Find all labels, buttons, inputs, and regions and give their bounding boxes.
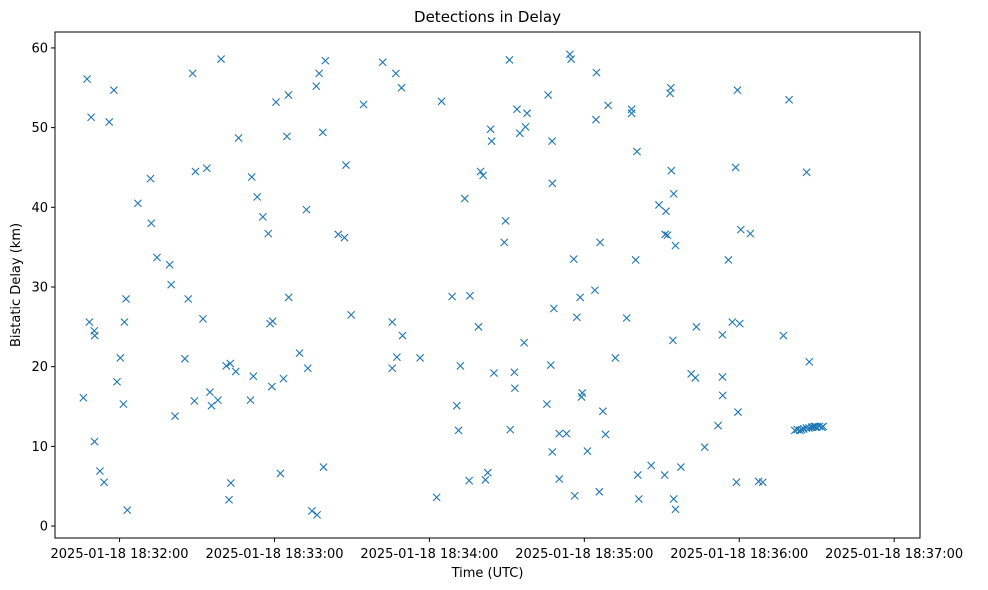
scatter-chart: Detections in Delay 2025-01-18 18:32:00 2… <box>0 0 988 590</box>
x-tick-label-2: 2025-01-18 18:34:00 <box>360 547 498 562</box>
figure-background <box>0 0 988 590</box>
y-axis-title: Bistatic Delay (km) <box>9 223 24 347</box>
y-tick-label-0: 0 <box>40 520 48 535</box>
x-tick-label-1: 2025-01-18 18:33:00 <box>205 547 343 562</box>
x-tick-label-0: 2025-01-18 18:32:00 <box>51 547 189 562</box>
x-tick-label-3: 2025-01-18 18:35:00 <box>515 547 653 562</box>
chart-title: Detections in Delay <box>414 8 561 26</box>
y-tick-label-3: 30 <box>31 280 48 295</box>
x-tick-label-4: 2025-01-18 18:36:00 <box>670 547 808 562</box>
y-tick-label-4: 40 <box>31 201 48 216</box>
y-tick-label-5: 50 <box>31 121 48 136</box>
x-axis-title: Time (UTC) <box>451 566 524 581</box>
x-tick-label-5: 2025-01-18 18:37:00 <box>825 547 963 562</box>
y-tick-label-6: 60 <box>31 41 48 56</box>
y-tick-label-2: 20 <box>31 360 48 375</box>
y-tick-label-1: 10 <box>31 440 48 455</box>
